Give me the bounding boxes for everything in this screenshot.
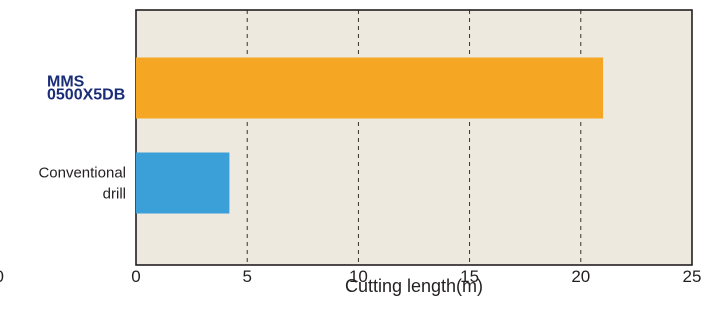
x-tick-label: 0 — [0, 267, 4, 286]
x-tick-label: 25 — [683, 267, 702, 286]
category-label-1-line-0: Conventional — [38, 165, 126, 182]
x-tick-label: 5 — [242, 267, 251, 286]
bar-1 — [136, 152, 230, 214]
bars — [136, 57, 604, 214]
category-label-0-line-0: MMS — [47, 74, 85, 91]
category-label-1-line-1: drill — [103, 186, 126, 203]
bar-0 — [136, 57, 604, 119]
category-label-0-line-1: 0500X5DB — [47, 87, 125, 104]
plot-area — [135, 9, 693, 266]
x-tick-label: 15 — [460, 267, 479, 286]
grid-lines — [246, 10, 582, 265]
x-tick-label: 0 — [131, 267, 140, 286]
x-axis-title: Cutting length(m) — [345, 276, 483, 296]
x-tick-label: 10 — [349, 267, 368, 286]
x-tick-label: 20 — [571, 267, 590, 286]
x-tick-labels: 0 0 5 10 15 20 25 — [0, 267, 701, 286]
